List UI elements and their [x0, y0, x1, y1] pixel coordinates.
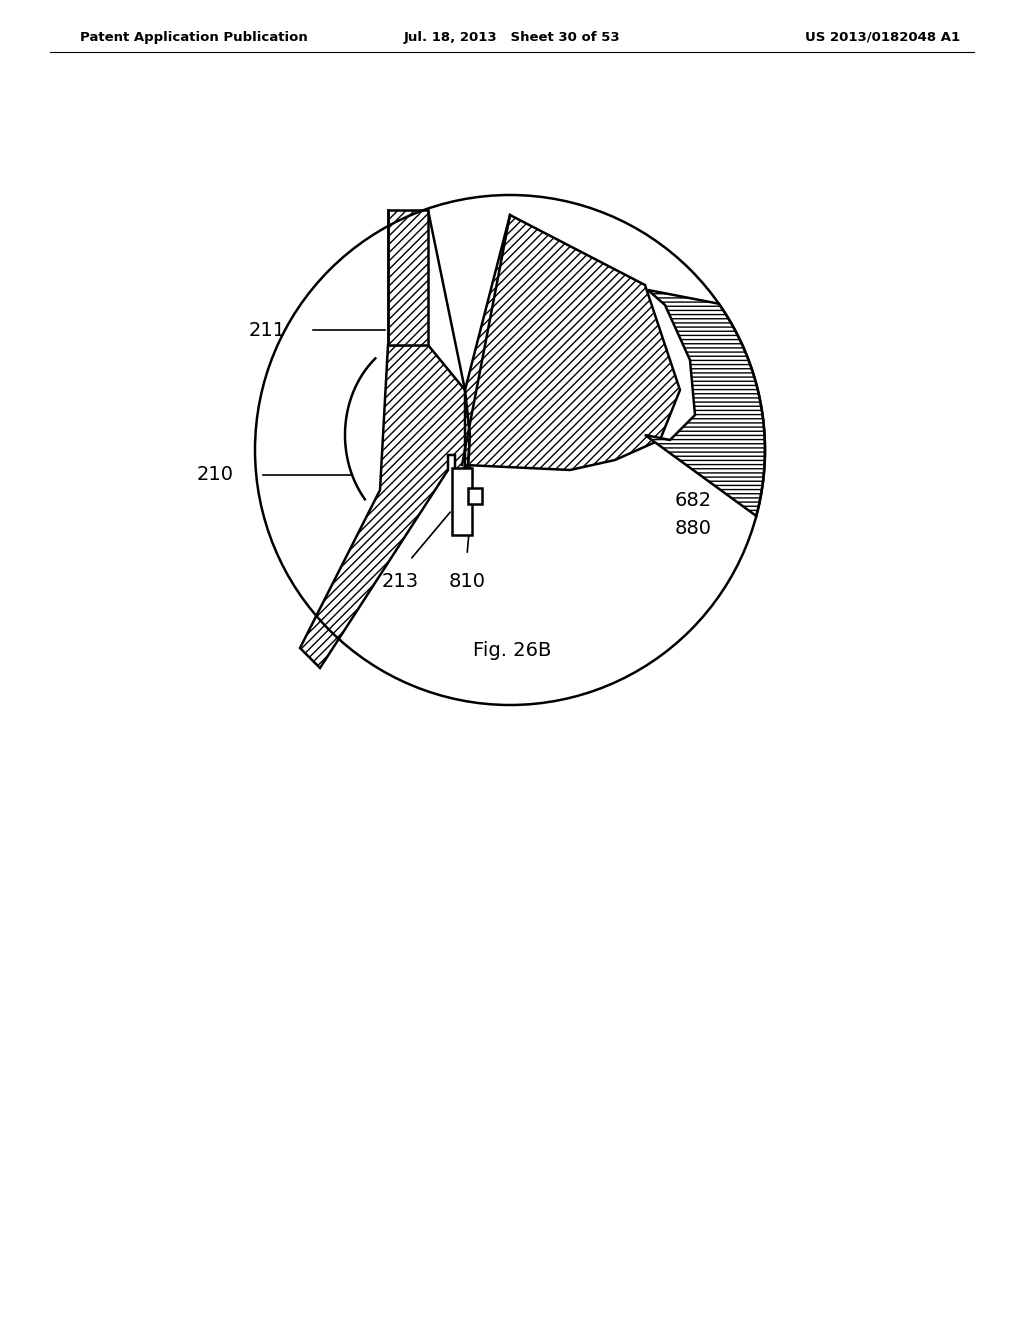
Polygon shape — [462, 215, 680, 478]
Text: 211: 211 — [249, 321, 286, 339]
Text: Patent Application Publication: Patent Application Publication — [80, 30, 308, 44]
Text: Fig. 26B: Fig. 26B — [473, 640, 551, 660]
Text: 210: 210 — [197, 466, 234, 484]
Bar — [452, 469, 472, 535]
Polygon shape — [300, 345, 472, 668]
Polygon shape — [388, 210, 428, 345]
Text: US 2013/0182048 A1: US 2013/0182048 A1 — [805, 30, 961, 44]
Text: 880: 880 — [675, 519, 712, 537]
Text: 810: 810 — [449, 572, 485, 591]
Polygon shape — [645, 290, 765, 516]
Text: 682: 682 — [675, 491, 712, 510]
Bar — [468, 488, 482, 504]
Text: 213: 213 — [381, 572, 419, 591]
Text: Jul. 18, 2013   Sheet 30 of 53: Jul. 18, 2013 Sheet 30 of 53 — [403, 30, 621, 44]
